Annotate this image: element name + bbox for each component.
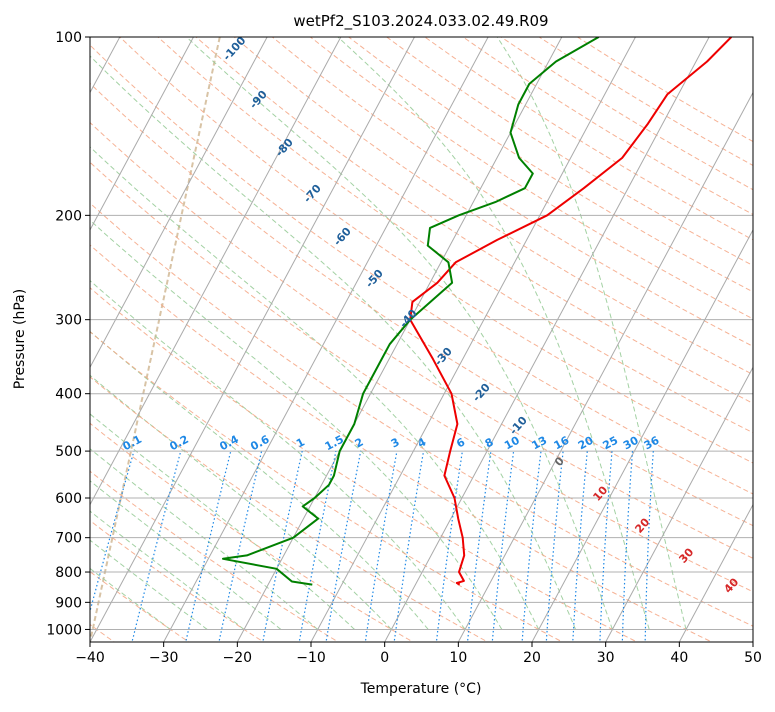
x-tick-label: 30 bbox=[597, 650, 615, 666]
y-axis-label: Pressure (hPa) bbox=[12, 289, 28, 389]
y-tick-label: 900 bbox=[55, 595, 82, 611]
y-tick-label: 300 bbox=[55, 313, 82, 329]
x-tick-label: −30 bbox=[149, 650, 179, 666]
y-tick-label: 500 bbox=[55, 444, 82, 460]
x-tick-label: 0 bbox=[380, 650, 389, 666]
x-tick-label: 10 bbox=[449, 650, 467, 666]
y-tick-label: 100 bbox=[55, 30, 82, 46]
chart-title: wetPf2_S103.2024.033.02.49.R09 bbox=[293, 12, 548, 31]
x-tick-label: −40 bbox=[75, 650, 105, 666]
y-tick-label: 600 bbox=[55, 491, 82, 507]
y-tick-label: 800 bbox=[55, 565, 82, 581]
y-tick-label: 400 bbox=[55, 387, 82, 403]
x-tick-label: 50 bbox=[744, 650, 762, 666]
y-tick-label: 200 bbox=[55, 208, 82, 224]
x-tick-label: 40 bbox=[670, 650, 688, 666]
x-tick-label: −10 bbox=[296, 650, 326, 666]
y-tick-label: 1000 bbox=[46, 622, 82, 638]
x-tick-label: 20 bbox=[523, 650, 541, 666]
x-axis-label: Temperature (°C) bbox=[360, 681, 482, 697]
y-tick-label: 700 bbox=[55, 531, 82, 547]
x-tick-label: −20 bbox=[223, 650, 253, 666]
